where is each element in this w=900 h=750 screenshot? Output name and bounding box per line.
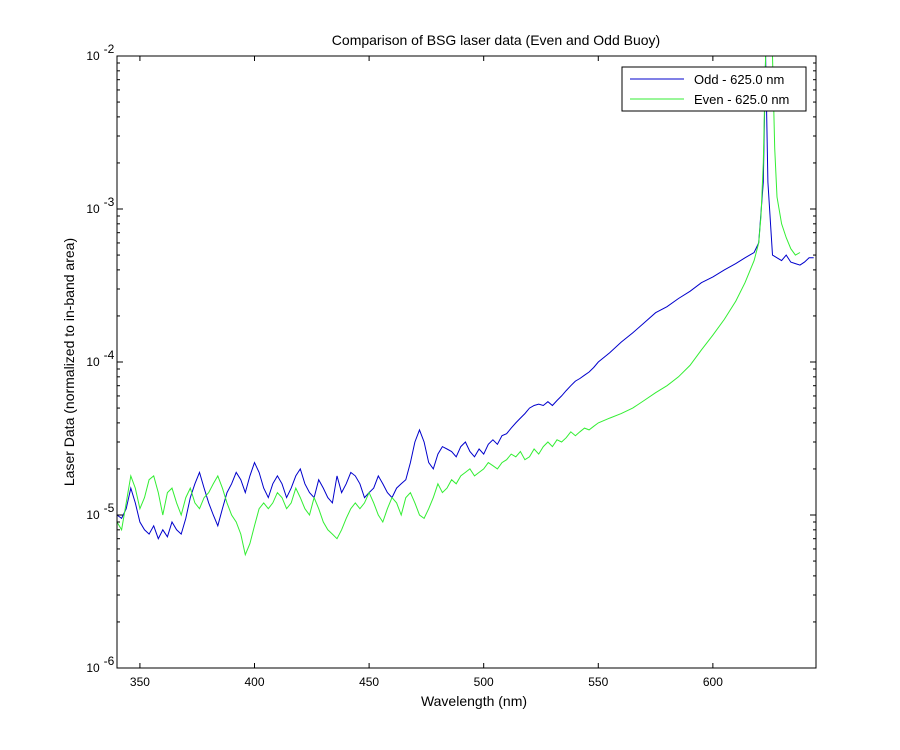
legend-label-odd: Odd - 625.0 nm xyxy=(694,72,784,87)
y-tick-label-exponent: -3 xyxy=(104,195,115,209)
x-tick-label: 600 xyxy=(703,675,723,689)
x-tick-label: 350 xyxy=(130,675,150,689)
legend-label-even: Even - 625.0 nm xyxy=(694,92,789,107)
y-tick-label-exponent: -6 xyxy=(104,654,115,668)
series-line-even xyxy=(117,56,801,557)
chart-title: Comparison of BSG laser data (Even and O… xyxy=(332,32,660,48)
x-tick-label: 400 xyxy=(244,675,264,689)
legend-box xyxy=(621,66,807,112)
y-tick-label-exponent: -2 xyxy=(104,42,115,56)
y-tick-label: 10 xyxy=(86,49,100,63)
y-tick-label: 10 xyxy=(86,355,100,369)
y-tick-label-exponent: -5 xyxy=(104,501,115,515)
y-tick-label-exponent: -4 xyxy=(104,348,115,362)
axes: 350 400 450 500 550 600 10 -6 10 -5 10 -4 10 -3 10 -2 xyxy=(86,42,817,689)
y-tick-label: 10 xyxy=(86,508,100,522)
plot-area xyxy=(117,56,814,557)
x-tick-label: 550 xyxy=(588,675,608,689)
y-tick-label: 10 xyxy=(86,202,100,216)
x-axis-label: Wavelength (nm) xyxy=(421,693,527,709)
y-axis-label: Laser Data (normalized to in-band area) xyxy=(61,238,77,486)
series-line-odd xyxy=(117,56,814,540)
x-tick-label: 450 xyxy=(359,675,379,689)
x-tick-label: 500 xyxy=(474,675,494,689)
y-tick-label: 10 xyxy=(86,661,100,675)
legend: Odd - 625.0 nm Even - 625.0 nm xyxy=(621,66,807,112)
